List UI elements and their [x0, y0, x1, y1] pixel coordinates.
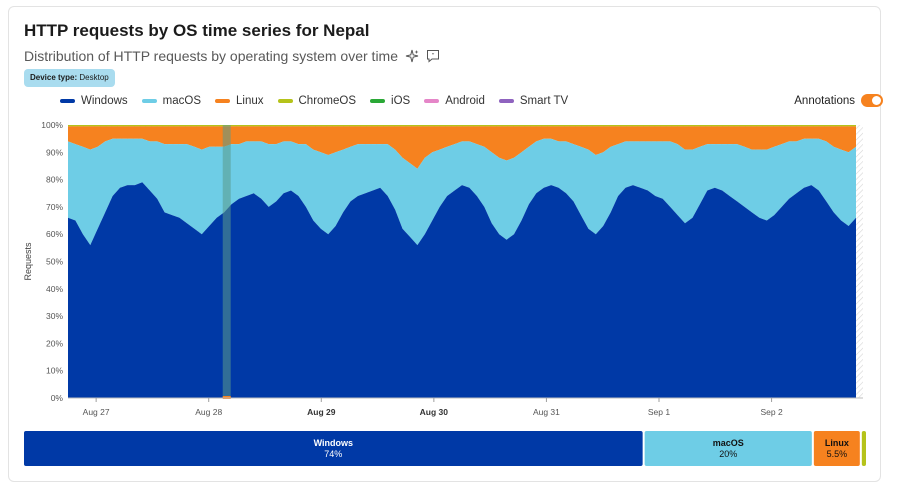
legend-item-smart-tv[interactable]: Smart TV: [498, 95, 569, 107]
legend-label-android: Android: [445, 95, 485, 107]
x-tick-label: Aug 30: [420, 407, 449, 417]
legend-label-chromeos: ChromeOS: [298, 95, 357, 107]
summary-segment-linux[interactable]: [813, 431, 860, 466]
x-tick-label: Sep 1: [648, 407, 670, 417]
legend-item-windows[interactable]: Windows: [60, 95, 128, 107]
annotations-control: Annotations: [794, 94, 883, 107]
y-tick-label: 50%: [46, 257, 63, 267]
legend-item-linux[interactable]: Linux: [215, 95, 264, 107]
legend-label-windows: Windows: [81, 95, 128, 107]
legend-label-macos: macOS: [162, 95, 201, 107]
summary-name-linux: Linux: [825, 438, 849, 448]
chart-title: HTTP requests by OS time series for Nepa…: [24, 21, 370, 40]
badge-value: Desktop: [79, 73, 109, 82]
svg-text:”: ”: [431, 53, 434, 60]
y-tick-label: 20%: [46, 338, 63, 348]
legend-swatch-windows: [60, 99, 75, 103]
chart-legend: Windows macOS Linux ChromeOS iOS Android…: [60, 95, 582, 107]
x-tick-label: Aug 29: [307, 407, 336, 417]
y-tick-label: 100%: [41, 120, 63, 130]
legend-swatch-chromeos: [277, 99, 293, 103]
legend-label-smart-tv: Smart TV: [519, 95, 569, 107]
summary-segment-chromeos[interactable]: [861, 431, 866, 466]
area-chromeos[interactable]: [68, 125, 856, 127]
x-tick-label: Aug 31: [533, 407, 560, 417]
chart-subtitle: Distribution of HTTP requests by operati…: [24, 48, 440, 64]
summary-share-linux: 5.5%: [827, 449, 848, 459]
sparkle-icon[interactable]: [405, 49, 419, 63]
legend-swatch-linux: [215, 99, 230, 103]
area-linux[interactable]: [68, 126, 856, 169]
y-axis-label: Requests: [23, 242, 33, 281]
legend-item-chromeos[interactable]: ChromeOS: [277, 95, 357, 107]
annotations-label: Annotations: [794, 94, 855, 107]
annotations-toggle[interactable]: [861, 94, 883, 107]
y-tick-label: 80%: [46, 175, 63, 185]
summary-name-macos: macOS: [713, 438, 744, 448]
x-tick-label: Aug 27: [83, 407, 110, 417]
summary-name-windows: Windows: [314, 438, 353, 448]
y-tick-label: 30%: [46, 311, 63, 321]
y-tick-label: 90%: [46, 147, 63, 157]
y-tick-label: 70%: [46, 202, 63, 212]
legend-label-linux: Linux: [236, 95, 264, 107]
badge-key: Device type:: [30, 73, 78, 82]
x-tick-label: Aug 28: [195, 407, 222, 417]
y-tick-label: 10%: [46, 366, 63, 376]
axes: 0% 10% 20% 30% 40% 50% 60% 70% 80% 90% 100% Request…: [23, 120, 863, 417]
legend-item-ios[interactable]: iOS: [370, 95, 410, 107]
summary-share-macos: 20%: [719, 449, 737, 459]
y-tick-label: 40%: [46, 284, 63, 294]
y-tick-label: 60%: [46, 229, 63, 239]
device-type-badge[interactable]: Device type: Desktop: [24, 69, 115, 87]
legend-swatch-macos: [141, 99, 157, 103]
legend-item-android[interactable]: Android: [424, 95, 485, 107]
feedback-icon[interactable]: ”: [426, 49, 440, 63]
area-macos[interactable]: [68, 138, 856, 246]
summary-segment-macos[interactable]: [644, 431, 812, 466]
subtitle-text: Distribution of HTTP requests by operati…: [24, 48, 399, 64]
x-tick-label: Sep 2: [760, 407, 782, 417]
legend-item-macos[interactable]: macOS: [141, 95, 201, 107]
plot-area[interactable]: [68, 125, 863, 399]
annotation-marker[interactable]: [222, 125, 231, 398]
toggle-knob: [872, 96, 881, 105]
y-tick-label: 0%: [51, 393, 64, 403]
legend-swatch-ios: [370, 99, 386, 103]
summary-share-windows: 74%: [324, 449, 342, 459]
area-windows[interactable]: [68, 182, 856, 398]
summary-segment-windows[interactable]: [24, 431, 643, 466]
legend-swatch-android: [424, 99, 440, 103]
legend-label-ios: iOS: [391, 95, 411, 107]
legend-swatch-smart-tv: [498, 99, 514, 103]
